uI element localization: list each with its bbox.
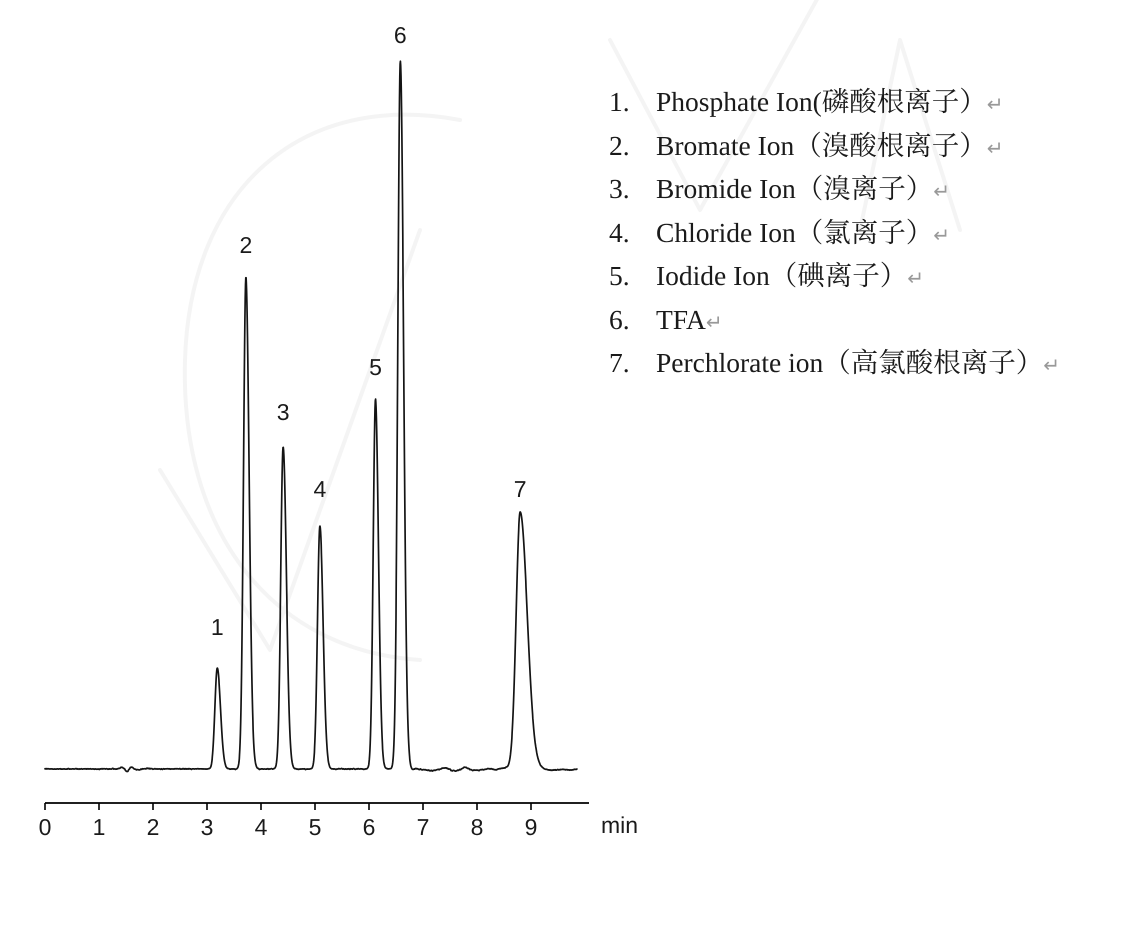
svg-text:2: 2 xyxy=(147,814,160,840)
svg-text:3: 3 xyxy=(201,814,214,840)
svg-text:3: 3 xyxy=(277,399,290,425)
svg-text:4: 4 xyxy=(314,476,327,502)
svg-text:4: 4 xyxy=(255,814,268,840)
svg-text:5: 5 xyxy=(309,814,322,840)
svg-text:8: 8 xyxy=(471,814,484,840)
svg-text:1: 1 xyxy=(211,614,224,640)
svg-text:5: 5 xyxy=(369,354,382,380)
svg-text:6: 6 xyxy=(363,814,376,840)
svg-text:7: 7 xyxy=(417,814,430,840)
svg-text:min: min xyxy=(601,812,638,838)
svg-text:6: 6 xyxy=(394,22,407,48)
svg-text:0: 0 xyxy=(39,814,52,840)
svg-text:7: 7 xyxy=(514,476,527,502)
svg-text:9: 9 xyxy=(525,814,538,840)
svg-text:2: 2 xyxy=(240,232,253,258)
svg-text:1: 1 xyxy=(93,814,106,840)
